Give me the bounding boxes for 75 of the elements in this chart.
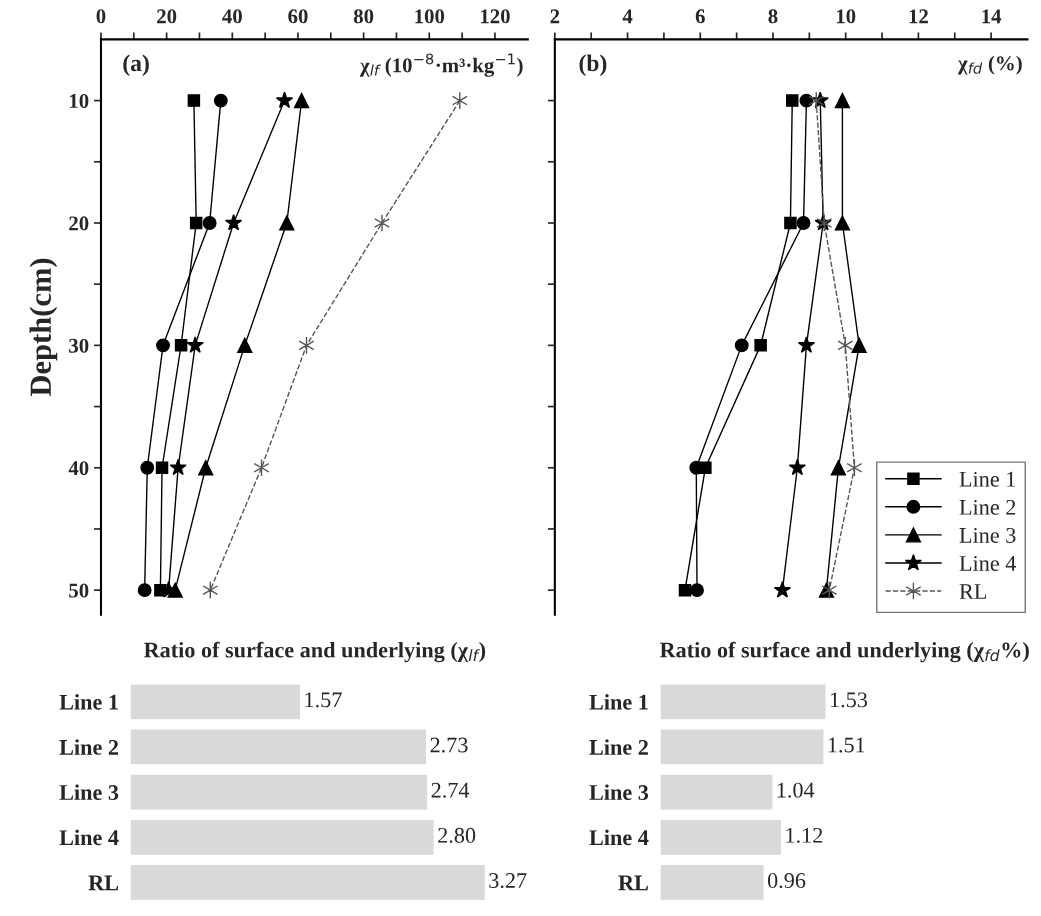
x-axis-title: χ$_{fd}$ (%) xyxy=(957,55,1022,75)
x-tick-label: 12 xyxy=(909,9,928,24)
x-tick-label: 2 xyxy=(550,9,560,24)
bar xyxy=(659,863,766,902)
data-label: 1.57 xyxy=(305,692,342,708)
y-tick-label: Line 1 xyxy=(589,694,648,710)
data-label: 2.80 xyxy=(438,827,476,843)
legend-label: RL xyxy=(959,584,987,599)
x-tick-label: 40 xyxy=(222,9,242,24)
point xyxy=(834,92,851,109)
bar xyxy=(130,863,487,902)
x-tick-label: 120 xyxy=(481,9,510,24)
y-tick-label: Line 4 xyxy=(589,829,649,846)
chart-title: Ratio of surface and underlying (χ$_{fd}$%) xyxy=(659,641,1029,663)
x-tick-label: 6 xyxy=(695,9,705,24)
point xyxy=(797,336,816,353)
chart-title: Ratio of surface and underlying (χ$_{lf}$) xyxy=(143,641,486,663)
legend-label: Line 1 xyxy=(959,471,1016,487)
bar xyxy=(659,773,774,811)
y-tick-label: RL xyxy=(88,875,119,891)
point xyxy=(754,339,767,352)
point xyxy=(773,581,792,598)
y-tick-label: RL xyxy=(618,875,648,891)
point xyxy=(834,215,851,231)
x-tick-label: 60 xyxy=(288,9,308,24)
x-tick-label: 4 xyxy=(622,9,633,24)
bar xyxy=(130,683,302,721)
y-tick-label: 40 xyxy=(68,461,89,476)
x-tick-label: 10 xyxy=(836,9,856,24)
x-tick-label: 100 xyxy=(415,9,445,24)
point xyxy=(830,460,847,476)
annotation: (a) xyxy=(123,54,149,76)
point xyxy=(690,583,704,598)
bar xyxy=(130,818,436,857)
data-label: 1.53 xyxy=(830,692,868,708)
y-tick-label: 30 xyxy=(69,338,89,353)
y-tick-label: Line 2 xyxy=(59,739,119,755)
y-tick-label: Line 1 xyxy=(59,694,118,710)
y-tick-label: 10 xyxy=(70,93,89,109)
y-tick-label: Line 3 xyxy=(589,784,649,801)
x-tick-label: 14 xyxy=(982,9,1002,24)
y-tick-label: 20 xyxy=(69,216,89,231)
data-label: 3.27 xyxy=(489,873,527,889)
point xyxy=(851,337,867,354)
x-axis-title: χ$_{lf}$ (10$^{−8}$·m³·kg$^{−1}$) xyxy=(359,53,523,77)
legend-label: Line 2 xyxy=(959,499,1016,515)
y-tick-label: Line 4 xyxy=(59,829,119,846)
point xyxy=(784,216,797,230)
data-label: 2.73 xyxy=(430,737,468,753)
x-tick-label: 0 xyxy=(96,9,106,24)
y-tick-label: Line 2 xyxy=(589,739,648,755)
data-label: 1.04 xyxy=(777,782,815,798)
data-label: 1.51 xyxy=(828,737,865,753)
point xyxy=(788,458,806,476)
x-tick-label: 80 xyxy=(353,9,374,24)
bar xyxy=(659,818,783,857)
point xyxy=(796,216,811,230)
bar xyxy=(130,773,429,811)
data-label: 1.12 xyxy=(786,827,823,843)
bar xyxy=(130,728,428,766)
annotation: (b) xyxy=(579,54,607,76)
x-tick-label: 20 xyxy=(157,9,177,24)
y-tick-label: 50 xyxy=(69,583,89,598)
legend-label: Line 3 xyxy=(959,527,1016,543)
y-tick-label: Line 3 xyxy=(59,784,119,801)
bar xyxy=(659,728,825,766)
data-label: 2.74 xyxy=(431,782,470,798)
bar xyxy=(659,683,827,721)
legend-label: Line 4 xyxy=(959,556,1017,571)
point xyxy=(734,338,749,353)
y-axis-title: Depth(cm) xyxy=(29,258,58,397)
point xyxy=(678,583,692,597)
point xyxy=(785,94,799,107)
x-tick-label: 8 xyxy=(768,9,778,24)
data-label: 0.96 xyxy=(767,872,806,889)
